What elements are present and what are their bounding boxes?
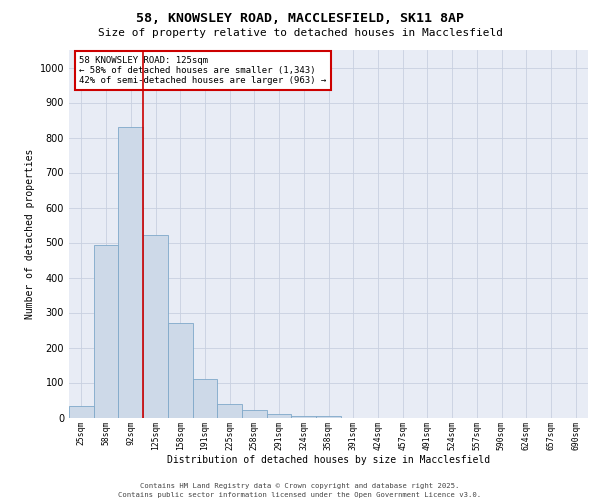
Bar xyxy=(193,380,217,418)
Bar xyxy=(143,235,168,418)
Bar xyxy=(292,416,316,418)
Text: 58, KNOWSLEY ROAD, MACCLESFIELD, SK11 8AP: 58, KNOWSLEY ROAD, MACCLESFIELD, SK11 8A… xyxy=(136,12,464,26)
Bar xyxy=(267,414,292,418)
Text: Contains HM Land Registry data © Crown copyright and database right 2025.: Contains HM Land Registry data © Crown c… xyxy=(140,483,460,489)
Text: Size of property relative to detached houses in Macclesfield: Size of property relative to detached ho… xyxy=(97,28,503,38)
Bar xyxy=(316,416,341,418)
Bar xyxy=(217,404,242,417)
Bar xyxy=(168,322,193,418)
Bar xyxy=(242,410,267,418)
Bar xyxy=(69,406,94,417)
Y-axis label: Number of detached properties: Number of detached properties xyxy=(25,148,35,319)
Text: Contains public sector information licensed under the Open Government Licence v3: Contains public sector information licen… xyxy=(118,492,482,498)
Bar xyxy=(94,245,118,418)
Bar xyxy=(118,127,143,418)
X-axis label: Distribution of detached houses by size in Macclesfield: Distribution of detached houses by size … xyxy=(167,455,490,465)
Text: 58 KNOWSLEY ROAD: 125sqm
← 58% of detached houses are smaller (1,343)
42% of sem: 58 KNOWSLEY ROAD: 125sqm ← 58% of detach… xyxy=(79,56,326,86)
